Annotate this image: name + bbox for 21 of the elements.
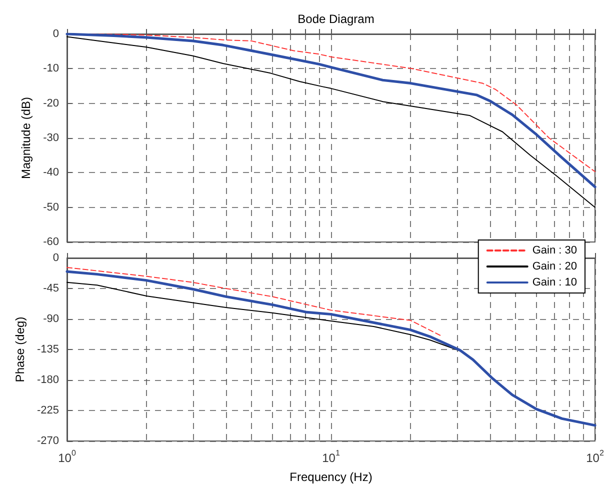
y-tick-label: -60	[43, 236, 59, 248]
y-tick-label: -135	[36, 344, 59, 356]
y-tick-label: -30	[43, 132, 59, 144]
y-tick-label: -40	[43, 166, 59, 179]
y-axis-title: Phase (deg)	[13, 316, 28, 382]
legend-label: Gain : 30	[532, 244, 577, 256]
legend-label: Gain : 20	[532, 260, 577, 272]
y-tick-label: -45	[43, 282, 59, 294]
y-tick-label: 0	[52, 252, 59, 264]
y-tick-label: 0	[52, 28, 59, 40]
y-tick-label: -270	[36, 435, 59, 447]
y-tick-label: -180	[36, 374, 59, 386]
y-axis-title: Magnitude (dB)	[19, 96, 34, 180]
legend-label: Gain : 10	[532, 276, 577, 288]
y-tick-label: -225	[36, 404, 59, 416]
y-tick-label: -20	[43, 97, 59, 110]
y-tick-label: -10	[43, 62, 59, 75]
y-tick-label: -90	[43, 313, 59, 325]
y-tick-label: -50	[43, 201, 59, 214]
x-axis-title: Frequency (Hz)	[290, 470, 372, 484]
chart-title: Bode Diagram	[298, 12, 374, 26]
